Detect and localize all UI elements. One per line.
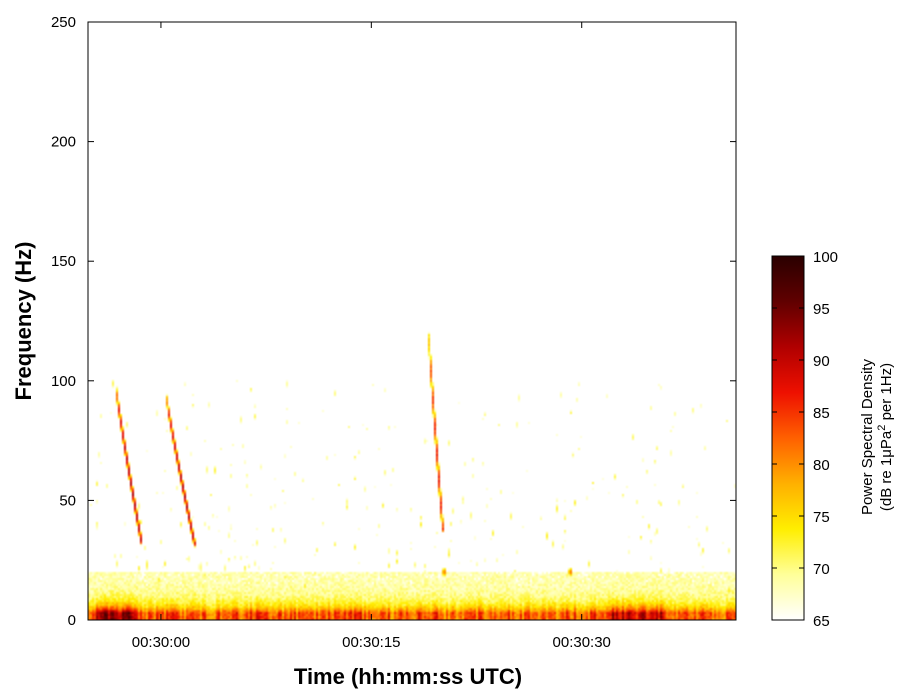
y-axis: 0 50 100 150 200 250 (51, 14, 736, 629)
x-axis-title: Time (hh:mm:ss UTC) (294, 664, 522, 689)
colorbar-tick-label: 85 (813, 405, 830, 422)
colorbar-title-line1: Power Spectral Density (859, 359, 876, 515)
x-tick-label: 00:30:00 (132, 634, 190, 651)
colorbar-tick-label: 95 (813, 301, 830, 318)
energy-spot-5 (438, 566, 450, 578)
spectrogram-heatmap (88, 22, 736, 620)
low-frequency-noise-band (88, 591, 736, 620)
colorbar-tick-label: 100 (813, 249, 838, 266)
x-tick-label: 00:30:15 (342, 634, 400, 651)
colorbar-tick-label: 90 (813, 353, 830, 370)
colorbar-tick-label: 65 (813, 613, 830, 630)
y-tick-label: 0 (68, 612, 76, 629)
colorbar-title-line2: (dB re 1μPa2 per 1Hz) (876, 363, 895, 511)
colorbar (771, 255, 805, 621)
y-tick-label: 250 (51, 14, 76, 31)
colorbar-tick-label: 70 (813, 561, 830, 578)
y-axis-title: Frequency (Hz) (11, 242, 36, 401)
plot-frame (87, 21, 737, 621)
y-tick-label: 50 (59, 492, 76, 509)
y-tick-label: 200 (51, 134, 76, 151)
colorbar-tick-label: 75 (813, 509, 830, 526)
y-tick-label: 150 (51, 253, 76, 270)
energy-spot-4 (57, 566, 69, 578)
energy-spot-6 (564, 566, 576, 578)
colorbar-ticks: 65 70 75 80 85 90 95 100 (772, 249, 838, 630)
x-axis: 00:30:00 00:30:15 00:30:30 (132, 22, 611, 651)
x-tick-label: 00:30:30 (553, 634, 611, 651)
colorbar-tick-label: 80 (813, 457, 830, 474)
y-tick-label: 100 (51, 373, 76, 390)
